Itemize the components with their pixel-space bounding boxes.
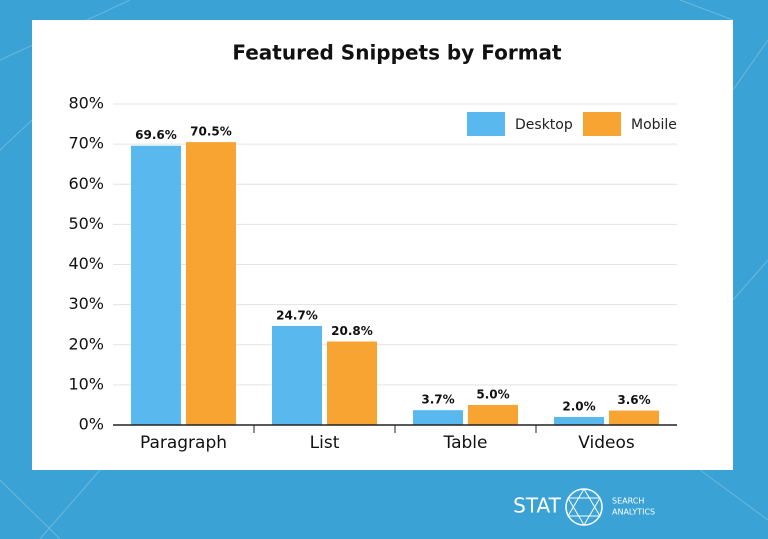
value-label: 69.6% [135, 128, 177, 142]
bar [609, 410, 659, 425]
value-label: 5.0% [476, 387, 509, 401]
y-tick-label: 40% [68, 254, 104, 273]
x-tick-label: List [310, 433, 340, 453]
value-label: 3.7% [421, 393, 454, 407]
brand-icon-lines [567, 488, 601, 526]
legend-swatch [583, 112, 621, 136]
value-label: 24.7% [276, 308, 318, 322]
brand-tagline: ANALYTICS [612, 508, 655, 517]
x-tick-label: Paragraph [140, 433, 227, 453]
y-tick-label: 60% [68, 174, 104, 193]
chart-title: Featured Snippets by Format [232, 41, 562, 65]
value-label: 3.6% [617, 393, 650, 407]
legend-label: Mobile [631, 117, 677, 133]
bar [186, 142, 236, 425]
plot: 0% 10% 20% 30% 40% 50% 60% 70% 80% Paragraph 69.6%… [68, 94, 677, 453]
y-tick-label: 50% [68, 214, 104, 233]
bar [327, 341, 377, 425]
x-tick-label: Videos [578, 433, 635, 453]
y-tick-label: 80% [68, 94, 104, 113]
legend-label: Desktop [515, 117, 573, 133]
bar [131, 145, 181, 426]
brand-name: STAT [513, 494, 561, 518]
y-tick-label: 10% [68, 374, 104, 393]
bar [413, 410, 463, 425]
bar [468, 404, 518, 425]
logo: STAT SEARCH ANALYTICS [513, 488, 655, 526]
y-tick-label: 70% [68, 134, 104, 153]
y-tick-label: 30% [68, 294, 104, 313]
legend-swatch [467, 112, 505, 136]
bar [554, 416, 604, 425]
y-tick-label: 0% [79, 415, 104, 434]
bar [272, 325, 322, 425]
y-tick-label: 20% [68, 334, 104, 353]
value-label: 2.0% [562, 399, 595, 413]
brand-tagline: SEARCH [612, 497, 644, 506]
x-tick-label: Table [443, 433, 488, 453]
value-label: 20.8% [331, 324, 373, 338]
value-label: 70.5% [190, 125, 232, 139]
